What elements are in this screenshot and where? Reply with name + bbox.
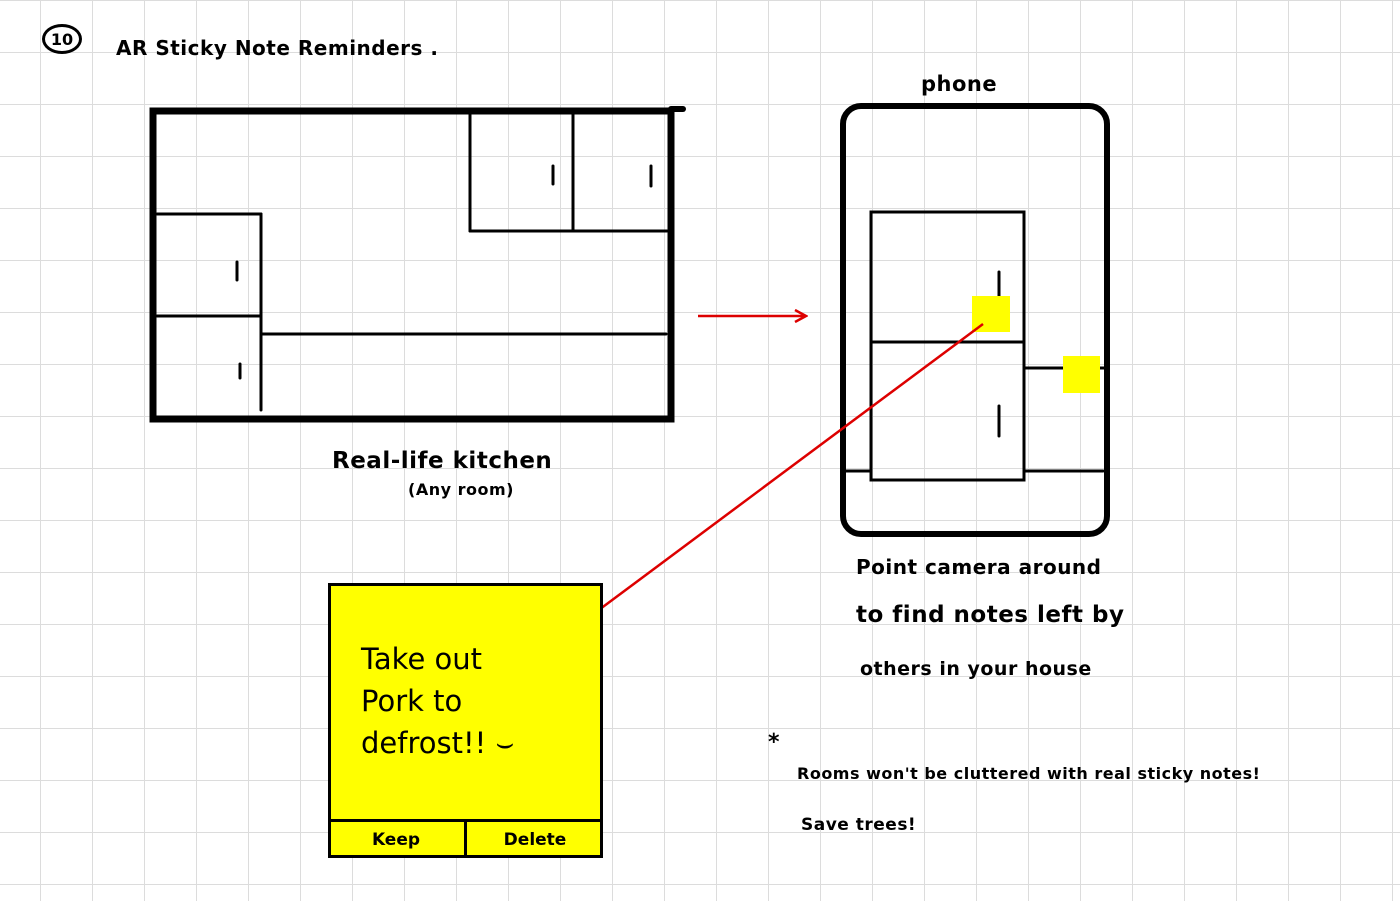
step-number-badge: 10 [42,24,82,54]
kitchen-sketch [149,106,686,423]
note-line-1: Rooms won't be cluttered with real stick… [797,764,1261,783]
ar-sticky-marker-2 [1063,356,1100,393]
phone-sketch [840,103,1110,537]
phone-caption-line-2: to find notes left by [856,602,1125,628]
lower-left-cabinets [155,212,263,412]
kitchen-sublabel: (Any room) [408,480,514,499]
page-title: AR Sticky Note Reminders . [116,36,439,60]
sticky-note-text: Take out Pork to defrost!! ⌣ [361,642,515,760]
kitchen-label: Real-life kitchen [332,448,553,474]
phone-caption-line-3: others in your house [860,658,1092,680]
arrow-to-sticky-note [588,322,984,618]
sticky-note-actions: Keep Delete [328,819,603,858]
upper-cabinets [468,111,669,233]
phone-label: phone [921,72,998,96]
note-bullet: * [768,730,781,755]
sticky-note: Take out Pork to defrost!! ⌣ Keep Delete [328,583,603,858]
phone-body [840,103,1110,537]
phone-caption-line-1: Point camera around [856,555,1102,579]
step-number: 10 [50,29,74,49]
note-line-2: Save trees! [801,815,917,835]
delete-button[interactable]: Delete [464,822,603,858]
keep-button[interactable]: Keep [371,830,421,850]
kitchen-frame [149,107,675,423]
phone-screen-cabinet [843,210,1106,482]
